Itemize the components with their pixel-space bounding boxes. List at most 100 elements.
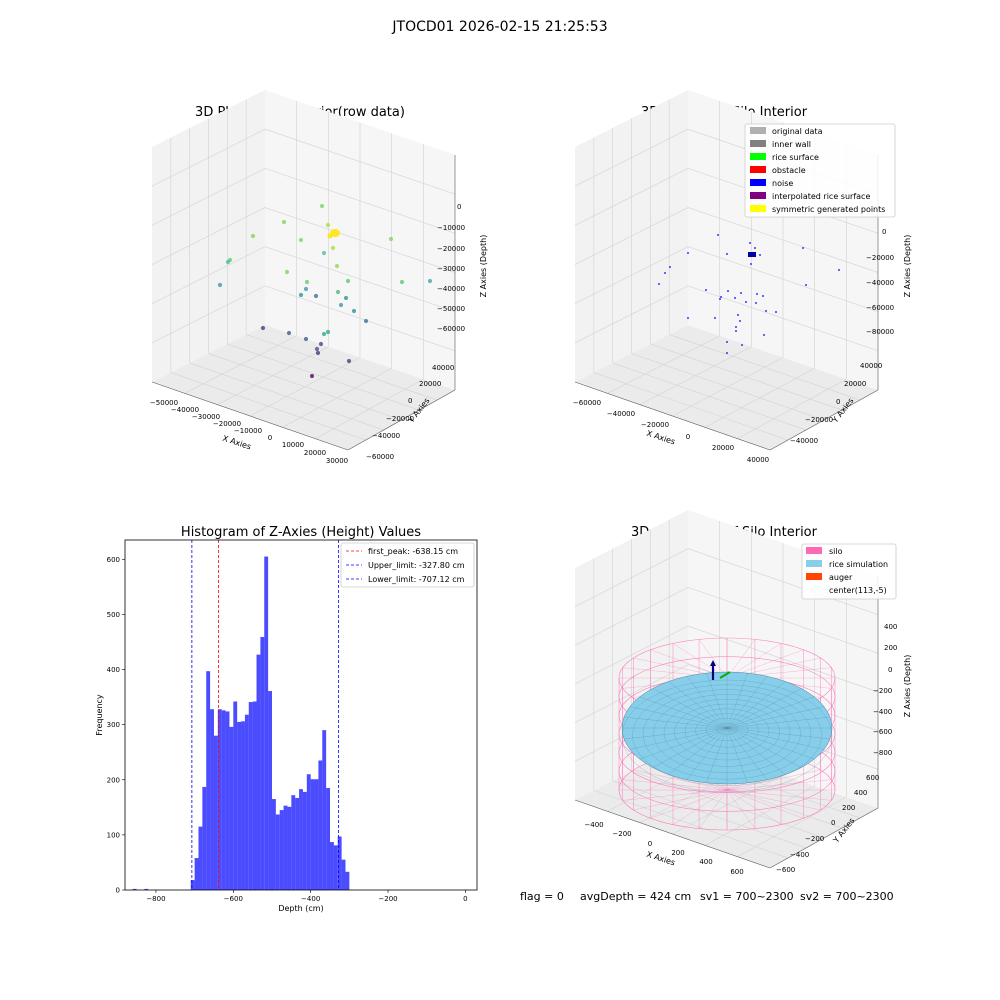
histogram-bar bbox=[268, 691, 272, 890]
y-tick-label: 100 bbox=[107, 831, 120, 839]
z-tick: 0 bbox=[888, 666, 892, 674]
histogram-x-ticks: −800 −600 −400 −200 0 bbox=[146, 890, 468, 903]
z-tick: 0 bbox=[457, 203, 461, 211]
classify-3d-z-ticks: −80000 −60000 −40000 −20000 0 bbox=[866, 228, 894, 336]
figure-suptitle: JTOCD01 2026-02-15 21:25:53 bbox=[391, 19, 607, 35]
raw-3d-z-ticks: −60000 −50000 −40000 −30000 −20000 −1000… bbox=[437, 203, 465, 333]
data-point bbox=[225, 259, 231, 265]
histogram-bar bbox=[271, 799, 276, 890]
data-point bbox=[318, 341, 324, 347]
rice-mesh-spoke bbox=[706, 673, 728, 729]
data-point bbox=[298, 292, 304, 298]
y-tick: 40000 bbox=[432, 364, 454, 372]
rice-mesh-spoke bbox=[726, 676, 768, 729]
noise-point bbox=[756, 293, 758, 295]
y-tick-label: 0 bbox=[116, 887, 120, 895]
z-tick: −10000 bbox=[437, 224, 465, 232]
histogram-bar bbox=[225, 711, 230, 890]
noise-point bbox=[726, 253, 728, 255]
noise-point bbox=[745, 301, 747, 303]
data-point bbox=[325, 329, 331, 335]
rice-mesh-spoke bbox=[668, 727, 728, 775]
histogram-bar bbox=[302, 791, 307, 890]
x-tick: −20000 bbox=[213, 420, 241, 428]
data-point bbox=[309, 373, 315, 379]
legend-swatch bbox=[750, 140, 766, 147]
silo-bottom-spoke bbox=[650, 789, 728, 819]
noise-point bbox=[838, 269, 840, 271]
y-tick: −40000 bbox=[790, 437, 818, 445]
data-point bbox=[345, 278, 351, 284]
rice-mesh-spoke bbox=[639, 727, 728, 760]
histogram-title: Histogram of Z-Axies (Height) Values bbox=[181, 525, 421, 540]
auger-direction bbox=[719, 671, 731, 679]
classify-3d-panel: 3D classify of Silo Interior −60000 −400… bbox=[573, 90, 912, 464]
y-tick: 0 bbox=[831, 819, 835, 827]
noise-point bbox=[687, 317, 689, 319]
rice-mesh-spoke bbox=[639, 696, 728, 729]
data-point bbox=[303, 286, 309, 292]
histogram-bar bbox=[310, 779, 315, 890]
rice-mesh-spoke bbox=[706, 727, 728, 783]
histogram-bar bbox=[345, 871, 350, 890]
raw-3d-xlabel: X Axies bbox=[221, 434, 252, 452]
simulation-3d-y-ticks: −600 −400 −200 0 200 400 600 bbox=[776, 774, 879, 874]
grid-line bbox=[574, 586, 879, 654]
data-point bbox=[351, 308, 357, 314]
noise-point bbox=[735, 330, 737, 332]
y-tick: −400 bbox=[790, 851, 809, 859]
z-tick: −400 bbox=[873, 708, 892, 716]
classify-3d-axes-box bbox=[574, 90, 879, 451]
x-tick: 40000 bbox=[747, 456, 769, 464]
legend-swatch bbox=[750, 205, 766, 212]
x-tick: −50000 bbox=[150, 399, 178, 407]
data-point bbox=[313, 293, 319, 299]
rice-mesh-spoke bbox=[686, 676, 728, 729]
histogram-bars bbox=[132, 556, 350, 890]
data-point bbox=[427, 278, 433, 284]
sv1-text: sv1 = 700~2300 bbox=[700, 890, 794, 903]
histogram-bar bbox=[198, 826, 203, 890]
legend-swatch bbox=[806, 560, 822, 567]
silo-bottom-spoke bbox=[633, 789, 728, 811]
y-tick-label: 600 bbox=[107, 556, 120, 564]
rice-mesh-spoke bbox=[726, 706, 825, 729]
z-tick: −20000 bbox=[866, 254, 894, 262]
z-tick: −60000 bbox=[866, 304, 894, 312]
rice-mesh-spoke bbox=[686, 727, 728, 780]
x-tick: 400 bbox=[699, 858, 712, 866]
x-tick: 0 bbox=[686, 433, 690, 441]
histogram-bar bbox=[287, 806, 292, 890]
x-tick: 10000 bbox=[282, 441, 304, 449]
z-tick: 400 bbox=[884, 623, 897, 631]
x-tick: −20000 bbox=[641, 421, 669, 429]
data-point bbox=[319, 203, 325, 209]
raw-3d-scatter-panel: 3D Plot of Silo Interior(row data) −5000… bbox=[150, 90, 488, 465]
histogram-bar bbox=[217, 709, 222, 890]
x-tick-label: −400 bbox=[301, 895, 320, 903]
x-tick: −40000 bbox=[607, 410, 635, 418]
noise-point bbox=[759, 254, 761, 256]
noise-point bbox=[658, 283, 660, 285]
noise-point bbox=[749, 242, 751, 244]
histogram-bar bbox=[291, 795, 296, 890]
histogram-bar bbox=[333, 845, 338, 890]
histogram-bar bbox=[322, 730, 327, 890]
grid-line bbox=[246, 334, 438, 401]
rice-mesh-spoke bbox=[726, 727, 802, 768]
noise-point bbox=[765, 310, 767, 312]
legend-label: silo bbox=[829, 547, 843, 556]
y-tick: 20000 bbox=[419, 380, 441, 388]
noise-point bbox=[727, 290, 729, 292]
rice-mesh-spoke bbox=[629, 727, 728, 750]
data-point bbox=[321, 250, 327, 256]
data-point bbox=[363, 318, 369, 324]
data-point bbox=[315, 350, 321, 356]
noise-point bbox=[705, 289, 707, 291]
rice-mesh-spoke bbox=[726, 727, 815, 760]
legend-label: center(113,-5) bbox=[829, 586, 887, 595]
noise-cluster bbox=[748, 252, 756, 257]
data-point bbox=[346, 358, 352, 364]
z-tick: −20000 bbox=[437, 245, 465, 253]
